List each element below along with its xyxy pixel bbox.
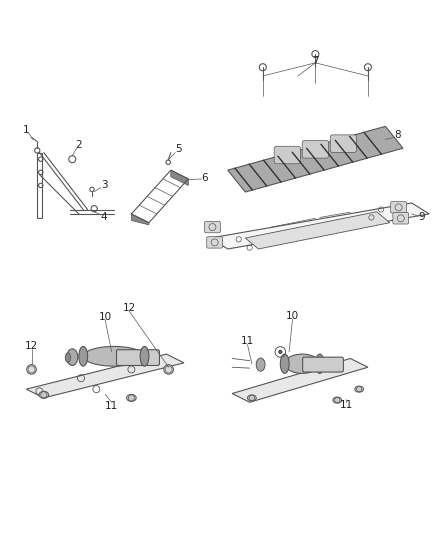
Text: 11: 11: [105, 401, 118, 411]
FancyBboxPatch shape: [205, 221, 220, 233]
Text: 11: 11: [339, 400, 353, 410]
Ellipse shape: [280, 354, 289, 374]
Ellipse shape: [83, 346, 145, 366]
Text: 12: 12: [123, 303, 136, 313]
Ellipse shape: [140, 346, 149, 366]
FancyBboxPatch shape: [274, 146, 300, 164]
Text: 5: 5: [175, 144, 182, 154]
Text: 1: 1: [23, 125, 30, 135]
Text: 9: 9: [418, 213, 425, 222]
Text: 10: 10: [286, 311, 299, 320]
Polygon shape: [171, 170, 188, 185]
Ellipse shape: [127, 394, 136, 401]
Text: 10: 10: [99, 312, 112, 322]
Ellipse shape: [355, 386, 364, 392]
Polygon shape: [131, 214, 149, 225]
Text: 2: 2: [75, 140, 82, 150]
Ellipse shape: [27, 365, 36, 374]
Text: 4: 4: [101, 212, 108, 222]
Ellipse shape: [256, 358, 265, 371]
Ellipse shape: [333, 397, 342, 403]
FancyBboxPatch shape: [303, 357, 343, 372]
FancyBboxPatch shape: [393, 213, 409, 224]
Text: 3: 3: [101, 181, 108, 190]
Ellipse shape: [79, 346, 88, 366]
Text: 12: 12: [25, 341, 38, 351]
Text: 8: 8: [394, 130, 401, 140]
Ellipse shape: [65, 353, 71, 362]
FancyBboxPatch shape: [330, 135, 357, 152]
FancyBboxPatch shape: [117, 350, 159, 366]
FancyBboxPatch shape: [302, 141, 328, 158]
FancyBboxPatch shape: [207, 237, 223, 248]
Polygon shape: [245, 212, 390, 249]
Ellipse shape: [67, 349, 78, 366]
Polygon shape: [26, 354, 184, 398]
Text: 6: 6: [201, 173, 208, 183]
Ellipse shape: [315, 354, 324, 374]
Text: 11: 11: [241, 336, 254, 346]
FancyBboxPatch shape: [391, 201, 406, 213]
Polygon shape: [232, 359, 368, 402]
Text: 7: 7: [312, 55, 319, 66]
Ellipse shape: [247, 395, 256, 401]
Circle shape: [278, 350, 283, 354]
Ellipse shape: [39, 391, 49, 398]
Polygon shape: [228, 126, 403, 192]
Polygon shape: [210, 203, 429, 249]
Ellipse shape: [164, 365, 173, 374]
Ellipse shape: [285, 354, 320, 374]
